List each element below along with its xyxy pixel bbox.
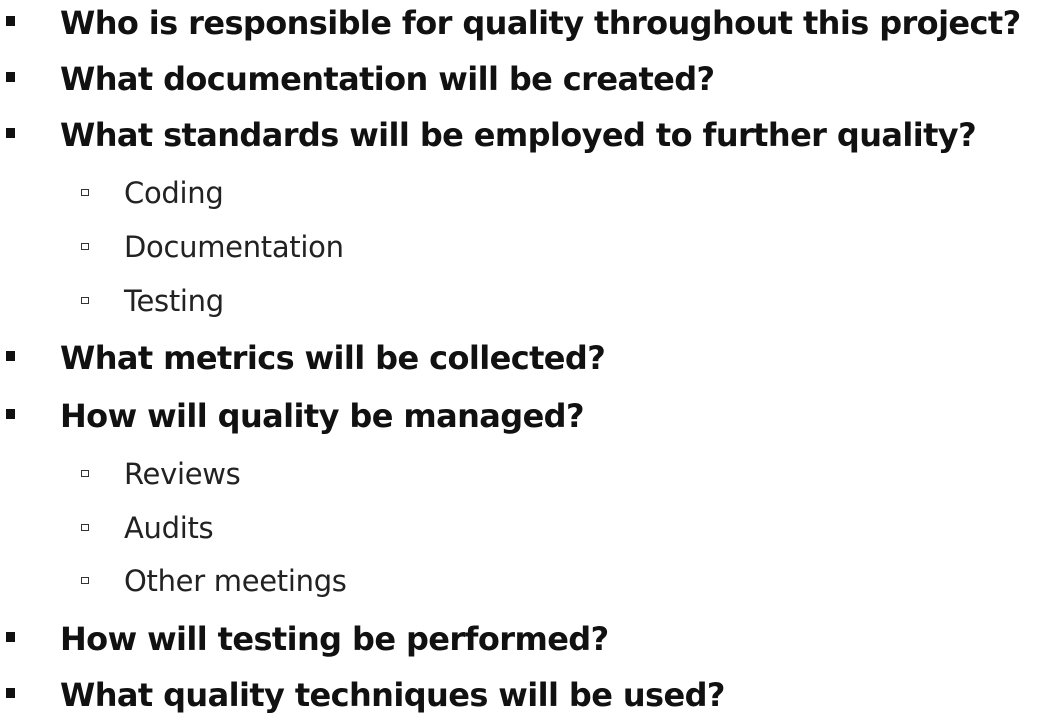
sub-bullet-text: Other meetings bbox=[124, 564, 347, 598]
hollow-square-bullet-icon bbox=[81, 577, 89, 584]
hollow-square-bullet-icon bbox=[81, 524, 89, 531]
bullet-text: What documentation will be created? bbox=[60, 60, 715, 98]
hollow-square-bullet-icon bbox=[81, 297, 89, 304]
bullet-text: What metrics will be collected? bbox=[60, 339, 606, 377]
square-bullet-icon bbox=[6, 72, 15, 82]
sub-bullet-text: Documentation bbox=[124, 230, 344, 264]
hollow-square-bullet-icon bbox=[81, 189, 89, 196]
square-bullet-icon bbox=[6, 688, 15, 698]
bullet-text: How will quality be managed? bbox=[60, 397, 585, 435]
sub-bullet-text: Coding bbox=[124, 176, 224, 210]
bullet-text: Who is responsible for quality throughou… bbox=[60, 4, 1021, 42]
bullet-text: What quality techniques will be used? bbox=[60, 676, 725, 714]
square-bullet-icon bbox=[6, 409, 15, 419]
square-bullet-icon bbox=[6, 632, 15, 642]
bullet-text: How will testing be performed? bbox=[60, 620, 609, 658]
square-bullet-icon bbox=[6, 16, 15, 26]
bullet-text: What standards will be employed to furth… bbox=[60, 116, 977, 154]
sub-bullet-text: Reviews bbox=[124, 457, 241, 491]
square-bullet-icon bbox=[6, 128, 15, 138]
square-bullet-icon bbox=[6, 351, 15, 361]
hollow-square-bullet-icon bbox=[81, 243, 89, 250]
hollow-square-bullet-icon bbox=[81, 470, 89, 477]
sub-bullet-text: Audits bbox=[124, 511, 214, 545]
sub-bullet-text: Testing bbox=[124, 284, 224, 318]
